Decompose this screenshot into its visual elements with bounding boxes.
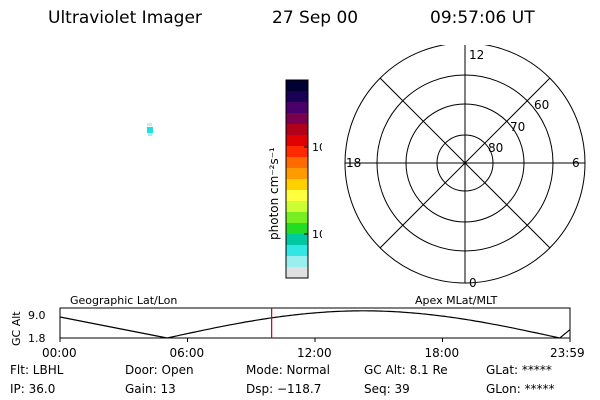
orbit-y-tick: 1.8	[28, 332, 46, 345]
colorbar-swatch	[286, 168, 308, 180]
orbit-x-tick-label: 18:00	[425, 346, 460, 360]
emission-spot	[147, 123, 152, 126]
uv-image-panel	[20, 45, 270, 285]
mlt-label-0: 0	[469, 276, 477, 290]
colorbar-swatch	[286, 91, 308, 103]
colorbar-swatch	[286, 80, 308, 92]
orbit-x-tick-label: 12:00	[297, 346, 332, 360]
colorbar-tick-100: 100	[312, 141, 322, 154]
orbit-altitude-plot: Geographic Lat/Lon Apex MLat/MLT GC Alt …	[10, 294, 585, 360]
status-field: Dsp: −118.7	[246, 382, 322, 396]
orbit-title-geographic: Geographic Lat/Lon	[70, 294, 177, 307]
mlat-label-60: 60	[534, 98, 549, 112]
time-label: 09:57:06 UT	[430, 8, 535, 28]
colorbar-tick-10: 10	[312, 228, 322, 241]
colorbar-swatch	[286, 223, 308, 235]
orbit-x-tick-label: 00:00	[42, 346, 77, 360]
polar-grid: 12 6 0 18 60 70 80	[344, 45, 586, 290]
colorbar-swatch	[286, 124, 308, 136]
orbit-altitude-curve	[59, 310, 571, 339]
status-field: GLat: *****	[486, 363, 552, 377]
status-field: Flt: LBHL	[10, 363, 64, 377]
colorbar-swatch	[286, 113, 308, 125]
colorbar-swatch	[286, 212, 308, 224]
mlat-label-80: 80	[488, 141, 503, 155]
orbit-x-tick-label: 06:00	[170, 346, 205, 360]
colorbar-swatch	[286, 256, 308, 268]
status-field: Door: Open	[125, 363, 194, 377]
orbit-title-apex: Apex MLat/MLT	[415, 294, 498, 307]
mlt-label-6: 6	[572, 156, 580, 170]
colorbar-swatch	[286, 157, 308, 169]
colorbar: 100 10 photon cm⁻²s⁻¹	[267, 79, 322, 279]
mlat-label-70: 70	[510, 120, 525, 134]
status-field: IP: 36.0	[10, 382, 56, 396]
status-field: Mode: Normal	[246, 363, 330, 377]
colorbar-gradient	[286, 80, 308, 279]
orbit-y-tick: 9.0	[28, 309, 46, 322]
status-field: GLon: *****	[486, 382, 555, 396]
orbit-y-axis-label: GC Alt	[10, 311, 23, 346]
colorbar-swatch	[286, 234, 308, 246]
colorbar-swatch	[286, 179, 308, 191]
emission-spot	[148, 133, 152, 136]
instrument-title: Ultraviolet Imager	[48, 8, 202, 28]
colorbar-swatch	[286, 245, 308, 257]
mlt-label-18: 18	[346, 156, 361, 170]
polar-diagonal	[379, 77, 551, 249]
colorbar-swatch	[286, 146, 308, 158]
emission-spot	[147, 127, 153, 133]
colorbar-swatch	[286, 267, 308, 279]
status-field: Gain: 13	[125, 382, 176, 396]
colorbar-frame	[285, 79, 309, 279]
colorbar-swatch	[286, 135, 308, 147]
colorbar-swatch	[286, 190, 308, 202]
mlt-label-12: 12	[469, 48, 484, 62]
date-label: 27 Sep 00	[272, 8, 359, 28]
status-field: Seq: 39	[364, 382, 410, 396]
colorbar-swatch	[286, 201, 308, 213]
colorbar-swatch	[286, 102, 308, 114]
orbit-x-tick-label: 23:59	[550, 346, 585, 360]
colorbar-unit-label: photon cm⁻²s⁻¹	[267, 147, 281, 240]
status-field: GC Alt: 8.1 Re	[364, 363, 448, 377]
